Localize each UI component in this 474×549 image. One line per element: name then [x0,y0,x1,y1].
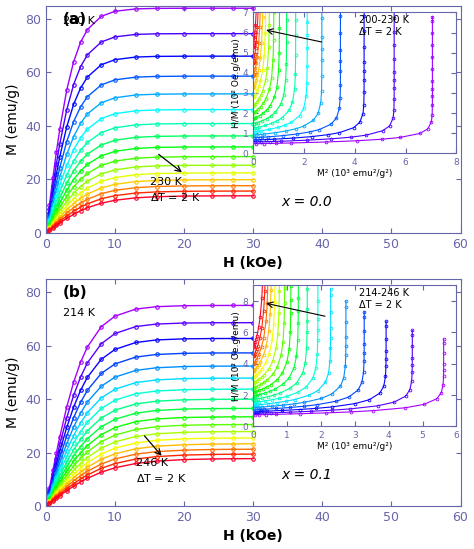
Y-axis label: M (emu/g): M (emu/g) [6,357,19,428]
Text: 246 K: 246 K [136,458,168,468]
Text: (a): (a) [63,13,87,27]
Text: 214 K: 214 K [63,308,95,318]
Text: $\Delta$T = 2 K: $\Delta$T = 2 K [136,472,187,484]
Text: $\Delta$T = 2 K: $\Delta$T = 2 K [150,191,201,203]
Text: x = 0.1: x = 0.1 [282,468,332,481]
X-axis label: H (kOe): H (kOe) [223,529,283,544]
Text: (b): (b) [63,285,87,300]
Y-axis label: M (emu/g): M (emu/g) [6,83,19,155]
Text: 200 K: 200 K [63,16,95,26]
Text: 230 K: 230 K [150,177,182,187]
X-axis label: H (kOe): H (kOe) [223,256,283,270]
Text: x = 0.0: x = 0.0 [282,195,332,209]
